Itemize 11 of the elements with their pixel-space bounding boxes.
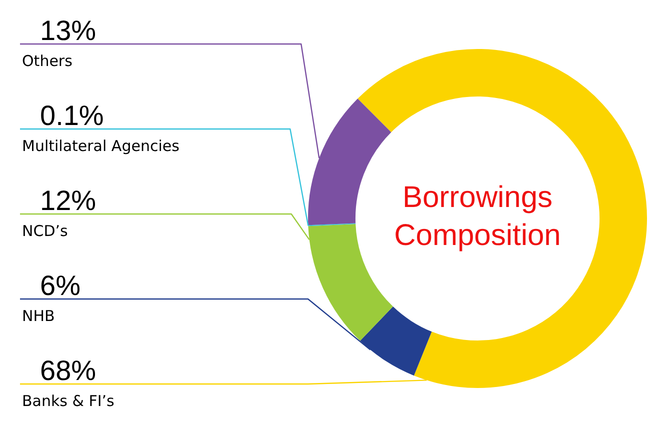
slice-label: Multilateral Agencies <box>22 137 180 155</box>
slice-label: NCD’s <box>22 222 68 240</box>
slice-label: NHB <box>22 307 55 325</box>
data-label: 68% <box>40 355 96 386</box>
slice-label: Others <box>22 52 73 70</box>
slice-label: Banks & FI’s <box>22 392 115 410</box>
data-label: 6% <box>40 270 80 301</box>
data-label: 0.1% <box>40 100 104 131</box>
data-label: 13% <box>40 15 96 46</box>
data-label: 12% <box>40 185 96 216</box>
text: Borrowings Composition <box>393 180 562 254</box>
